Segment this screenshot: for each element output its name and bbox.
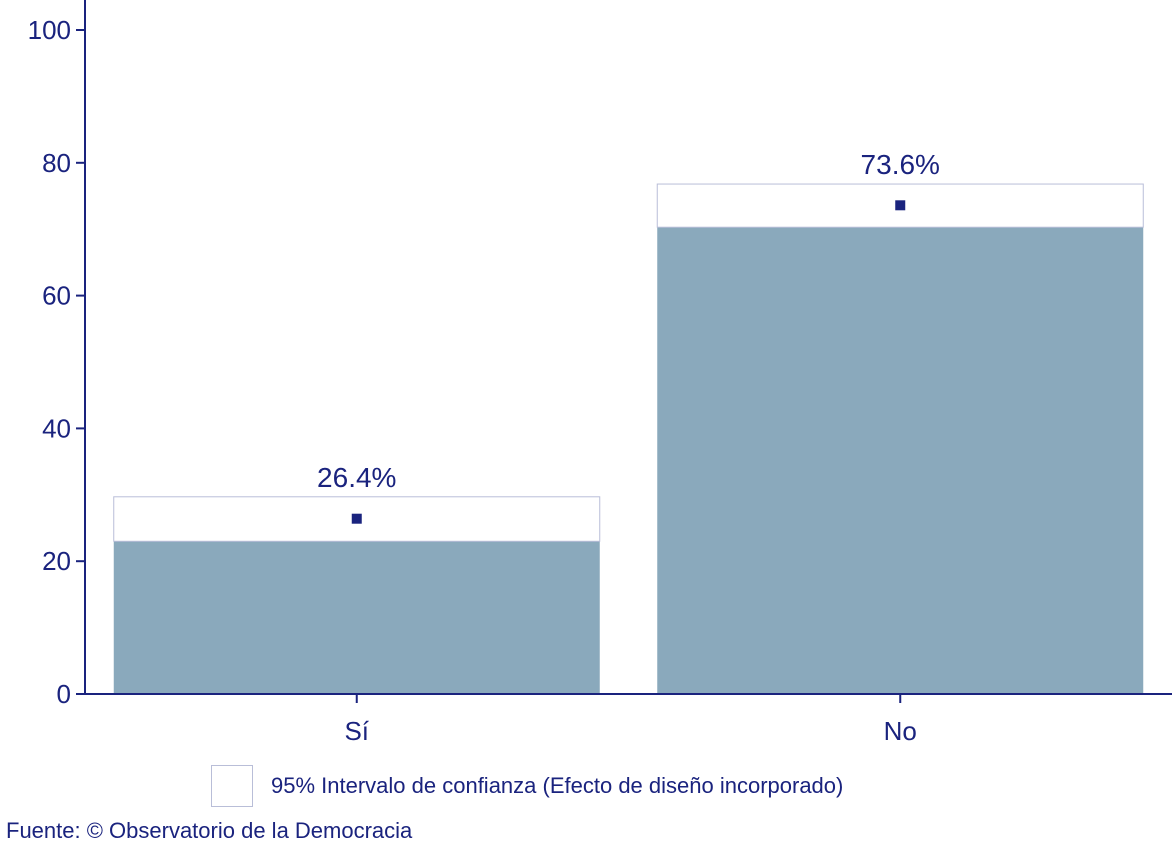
data-label-2: 73.6% [861,149,940,180]
y-tick-label-80: 80 [42,148,71,178]
y-tick-label-40: 40 [42,413,71,443]
bar-1 [113,541,600,694]
legend-swatch-ci [211,765,253,807]
point-estimate-2 [895,200,906,211]
bars: 26.4% 73.6% [113,149,1144,694]
chart-svg: 0 20 40 60 80 100 26.4% 73.6% Sí No [28,0,1172,746]
source-note: Fuente: © Observatorio de la Democracia [6,818,413,843]
y-axis: 0 20 40 60 80 100 [28,0,86,709]
y-tick-label-20: 20 [42,546,71,576]
bar-2 [657,227,1144,694]
x-tick-label-2: No [884,716,917,746]
legend: 95% Intervalo de confianza (Efecto de di… [211,764,843,808]
x-axis: Sí No [85,693,1172,746]
y-tick-label-0: 0 [57,679,71,709]
x-tick-label-1: Sí [344,716,369,746]
y-tick-label-60: 60 [42,281,71,311]
legend-label: 95% Intervalo de confianza (Efecto de di… [271,773,844,798]
point-estimate-1 [351,513,362,524]
y-tick-label-100: 100 [28,15,71,45]
data-label-1: 26.4% [317,462,396,493]
